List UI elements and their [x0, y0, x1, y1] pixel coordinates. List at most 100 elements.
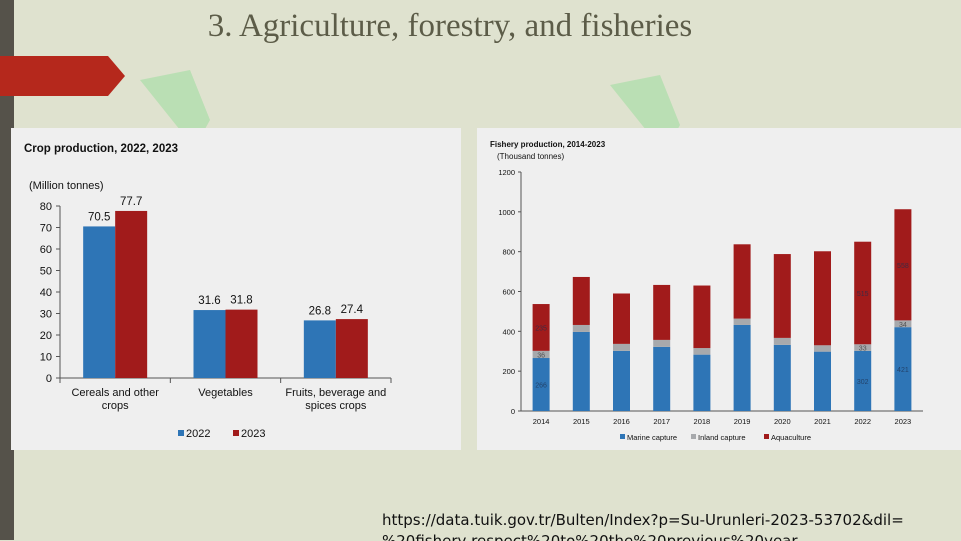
y-tick-label: 0: [511, 407, 515, 416]
data-label: 36: [537, 352, 545, 359]
bar-2022-1: [854, 344, 872, 351]
chart-title: Fishery production, 2014-2023: [490, 140, 606, 149]
bar-2023-2: [894, 209, 912, 321]
data-label: 266: [535, 383, 547, 390]
y-tick-label: 20: [40, 330, 52, 342]
y-tick-label: 40: [40, 287, 52, 299]
bar-2014-2: [532, 304, 550, 351]
data-label: 31.6: [198, 295, 220, 307]
legend-label-2: Aquaculture: [771, 433, 811, 442]
bar-2023-1: [894, 320, 912, 328]
bar-2014-0: [532, 358, 550, 411]
bar-2017-1: [653, 339, 671, 347]
fishery-production-panel: Fishery production, 2014-2023 (Thousand t…: [477, 128, 961, 450]
bar-2019-1: [733, 318, 751, 325]
x-tick-label: 2020: [774, 417, 791, 426]
bar-2022-0: [83, 226, 116, 378]
bar-2018-0: [693, 354, 711, 411]
bar-2019-0: [733, 324, 751, 411]
x-tick-label: 2016: [613, 417, 630, 426]
y-tick-label: 50: [40, 266, 52, 278]
bar-2015-0: [572, 331, 590, 411]
y-tick-label: 400: [502, 327, 515, 336]
data-label: 27.4: [341, 304, 364, 316]
crop-production-panel: Crop production, 2022, 2023 (Million tonn…: [11, 128, 461, 450]
bar-2022-0: [854, 350, 872, 411]
data-label: 31.8: [230, 295, 252, 307]
bar-2015-2: [572, 276, 590, 325]
data-label: 421: [897, 367, 909, 374]
data-label: 235: [535, 325, 547, 332]
legend-label-2023: 2023: [241, 428, 265, 440]
data-label: 26.8: [309, 305, 331, 317]
data-label: 77.7: [120, 196, 142, 208]
left-accent-bar: [0, 0, 14, 540]
legend-swatch-2: [764, 434, 769, 439]
x-tick-label: 2015: [573, 417, 590, 426]
bar-2016-1: [613, 343, 630, 351]
y-axis-label: (Thousand tonnes): [497, 152, 564, 161]
x-tick-label: 2023: [895, 417, 912, 426]
data-label: 34: [899, 322, 907, 329]
source-url-line2[interactable]: %20fishery respect%20to%20the%20previous…: [382, 532, 798, 541]
bar-2020-0: [773, 344, 791, 411]
legend-label-2022: 2022: [186, 428, 210, 440]
bar-2019-2: [733, 244, 751, 319]
y-tick-label: 200: [502, 367, 515, 376]
y-tick-label: 30: [40, 309, 52, 321]
y-tick-label: 70: [40, 223, 52, 235]
fishery-production-chart: Fishery production, 2014-2023 (Thousand t…: [490, 140, 923, 442]
data-label: 515: [857, 291, 869, 298]
x-category-label: crops: [102, 400, 129, 412]
crop-production-chart: Crop production, 2022, 2023 (Million tonn…: [24, 143, 392, 440]
x-category-label: Vegetables: [198, 387, 253, 399]
x-tick-label: 2017: [653, 417, 670, 426]
legend-swatch-0: [620, 434, 625, 439]
x-tick-label: 2019: [734, 417, 751, 426]
bar-2014-1: [532, 350, 550, 359]
bar-2023-1: [225, 309, 258, 378]
bar-2016-2: [613, 293, 630, 344]
bar-2018-1: [693, 348, 711, 355]
bar-2020-2: [773, 254, 791, 338]
y-tick-label: 10: [40, 352, 52, 364]
bar-2021-0: [814, 351, 831, 411]
bar-2021-2: [814, 251, 831, 346]
bar-2016-0: [613, 350, 630, 411]
legend-swatch-1: [691, 434, 696, 439]
legend-swatch-2022: [178, 430, 184, 436]
data-label: 33: [859, 346, 867, 353]
bar-2017-0: [653, 346, 671, 411]
title-arrow-tab: [0, 56, 125, 96]
data-label: 70.5: [88, 211, 110, 223]
slide-title: 3. Agriculture, forestry, and fisheries: [207, 8, 693, 44]
y-tick-label: 1200: [498, 168, 515, 177]
x-tick-label: 2022: [854, 417, 871, 426]
x-category-label: Cereals and other: [71, 387, 159, 399]
chart-title: Crop production, 2022, 2023: [24, 143, 178, 155]
x-tick-label: 2018: [694, 417, 711, 426]
y-tick-label: 1000: [498, 208, 515, 217]
bar-2022-1: [193, 310, 226, 378]
legend-label-0: Marine capture: [627, 433, 677, 442]
bar-2021-1: [814, 345, 831, 352]
bar-2022-2: [854, 241, 872, 345]
bar-2017-2: [653, 284, 671, 340]
y-tick-label: 80: [40, 201, 52, 213]
source-url-line1[interactable]: https://data.tuik.gov.tr/Bulten/Index?p=…: [382, 511, 904, 529]
bar-2022-2: [303, 320, 336, 378]
bar-2015-1: [572, 324, 590, 332]
bar-2023-0: [115, 210, 148, 378]
y-tick-label: 800: [502, 248, 515, 257]
source-url[interactable]: https://data.tuik.gov.tr/Bulten/Index?p=…: [382, 510, 961, 541]
y-tick-label: 60: [40, 244, 52, 256]
x-tick-label: 2014: [533, 417, 550, 426]
bar-2023-0: [894, 327, 912, 411]
legend-label-1: Inland capture: [698, 433, 746, 442]
x-tick-label: 2021: [814, 417, 831, 426]
data-label: 302: [857, 379, 869, 386]
bar-2020-1: [773, 337, 791, 345]
y-tick-label: 600: [502, 288, 515, 297]
x-category-label: Fruits, beverage and: [285, 387, 386, 399]
legend-swatch-2023: [233, 430, 239, 436]
